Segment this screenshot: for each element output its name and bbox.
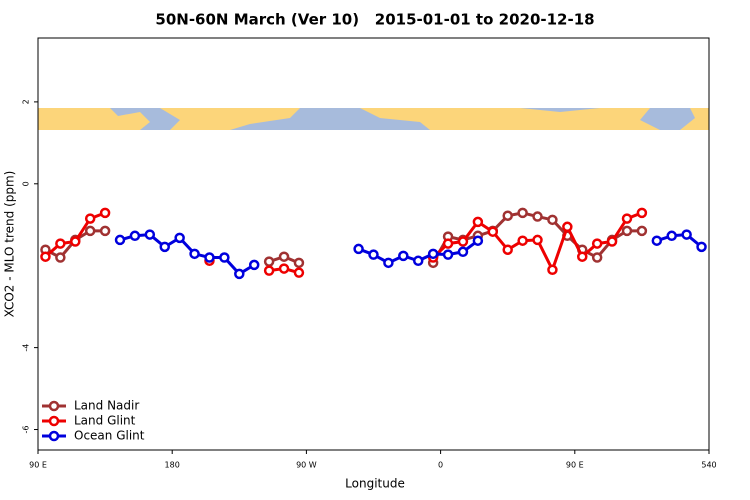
point: [383, 257, 394, 269]
legend-marker: [48, 415, 60, 427]
point: [412, 255, 424, 267]
x-tick-label: 180: [165, 461, 180, 470]
plot-frame: [37, 37, 710, 451]
legend-label: Land Glint: [74, 414, 136, 428]
point: [591, 252, 603, 263]
point: [219, 252, 230, 263]
point: [517, 235, 528, 246]
point: [159, 241, 170, 253]
point: [40, 251, 51, 262]
x-tick-label: 540: [701, 461, 716, 470]
point: [204, 252, 215, 263]
point: [99, 225, 111, 237]
point: [502, 244, 513, 255]
point: [547, 214, 558, 226]
point: [248, 259, 260, 271]
point: [263, 256, 275, 267]
point: [577, 251, 588, 262]
x-tick-label: 90 E: [566, 461, 584, 470]
point: [666, 230, 677, 242]
chart-title: 50N-60N March (Ver 10) 2015-01-01 to 202…: [155, 11, 594, 29]
legend-marker: [48, 430, 60, 442]
point: [99, 207, 111, 219]
point: [457, 236, 469, 247]
point: [84, 225, 96, 237]
point: [636, 225, 648, 237]
point: [234, 268, 245, 280]
point: [681, 229, 692, 240]
point: [472, 216, 484, 228]
point: [114, 234, 126, 246]
point: [442, 249, 454, 260]
legend-label: Land Nadir: [74, 399, 139, 413]
x-tick-label: 90 W: [296, 461, 317, 470]
point: [591, 238, 603, 249]
point: [278, 263, 290, 274]
x-tick-label: 0: [438, 461, 443, 470]
y-tick-label: -4: [22, 344, 31, 352]
point: [651, 235, 663, 246]
point: [293, 257, 305, 269]
map-strip: [38, 108, 709, 130]
x-tick-label: 90 E: [29, 461, 47, 470]
point: [144, 229, 156, 240]
point: [442, 238, 454, 249]
x-axis-label: Longitude: [345, 477, 405, 491]
point: [278, 251, 290, 262]
point: [502, 210, 513, 221]
point: [472, 235, 484, 246]
point: [263, 265, 275, 276]
y-tick-label: -6: [22, 426, 31, 434]
y-tick-label: 0: [22, 181, 31, 186]
point: [427, 248, 439, 260]
point: [696, 241, 707, 253]
point: [70, 236, 81, 247]
point: [621, 225, 633, 237]
point: [174, 232, 185, 244]
point: [487, 226, 499, 237]
point: [547, 264, 558, 276]
legend-marker: [48, 400, 60, 412]
point: [353, 243, 364, 255]
point: [517, 207, 528, 219]
point: [532, 234, 543, 246]
y-tick-label: 2: [22, 99, 31, 104]
point: [636, 207, 648, 219]
point: [55, 252, 66, 263]
point: [562, 221, 573, 233]
point: [129, 230, 141, 242]
point: [84, 213, 96, 224]
point: [368, 249, 379, 260]
legend-label: Ocean Glint: [74, 429, 145, 443]
point: [189, 248, 200, 260]
point: [398, 250, 409, 262]
point: [293, 267, 305, 278]
point: [606, 236, 618, 247]
point: [532, 211, 543, 222]
point: [55, 238, 66, 249]
point: [621, 213, 633, 224]
y-axis-label: XCO2 - MLO trend (ppm): [3, 171, 17, 318]
point: [457, 246, 469, 258]
